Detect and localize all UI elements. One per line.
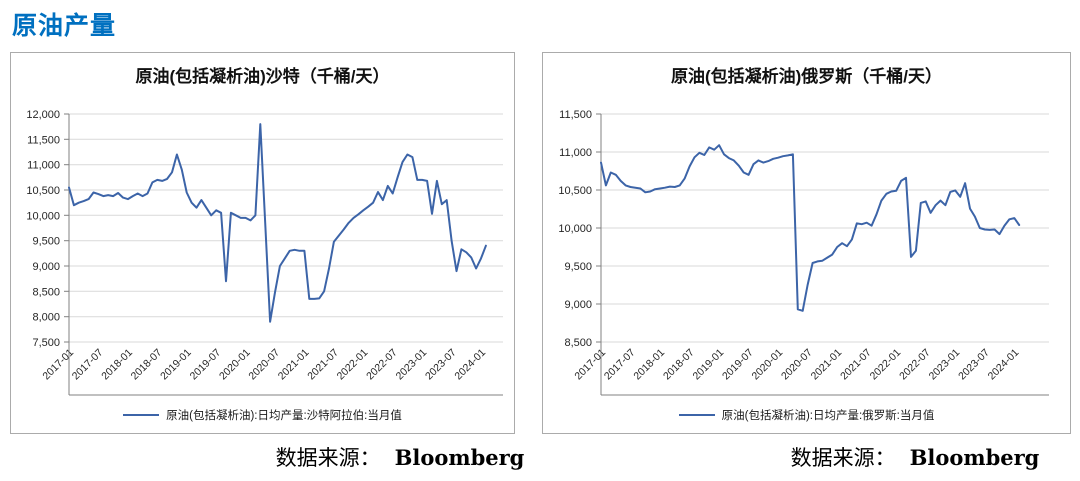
svg-text:9,000: 9,000 xyxy=(564,299,592,311)
line-chart-saudi: 12,000 11,500 11,000 10,500 10,000 9,500 9,000… xyxy=(26,109,503,396)
legend-line-marker xyxy=(678,414,715,416)
svg-text:11,000: 11,000 xyxy=(559,147,592,159)
svg-text:2019-07: 2019-07 xyxy=(188,347,224,383)
svg-text:2020-01: 2020-01 xyxy=(217,347,253,383)
svg-text:2020-07: 2020-07 xyxy=(246,347,282,383)
svg-text:11,500: 11,500 xyxy=(27,134,60,146)
svg-text:2017-01: 2017-01 xyxy=(572,347,608,383)
svg-text:2024-01: 2024-01 xyxy=(452,347,488,383)
svg-text:10,500: 10,500 xyxy=(26,185,60,197)
svg-text:2022-07: 2022-07 xyxy=(364,347,400,383)
source-name: Bloomberg xyxy=(909,445,1040,470)
svg-text:2020-01: 2020-01 xyxy=(749,347,785,383)
svg-text:10,000: 10,000 xyxy=(558,223,592,235)
svg-text:2017-01: 2017-01 xyxy=(40,347,76,383)
chart-title-saudi: 原油(包括凝析油)沙特（千桶/天） xyxy=(135,67,390,86)
line-chart-russia: 11,50011,00010,50010,0009,5009,0008,5002… xyxy=(558,109,1049,396)
svg-text:10,000: 10,000 xyxy=(26,210,60,222)
svg-text:11,000: 11,000 xyxy=(27,160,60,172)
svg-text:8,000: 8,000 xyxy=(32,312,60,324)
legend-line-marker xyxy=(123,414,160,416)
svg-text:11,500: 11,500 xyxy=(559,109,592,121)
legend-label: 原油(包括凝析油):日均产量:沙特阿拉伯:当月值 xyxy=(166,410,402,422)
svg-text:2022-01: 2022-01 xyxy=(335,347,371,383)
svg-text:2023-01: 2023-01 xyxy=(927,347,963,383)
svg-text:2023-07: 2023-07 xyxy=(956,347,992,383)
svg-text:2021-07: 2021-07 xyxy=(305,347,341,383)
svg-text:2017-07: 2017-07 xyxy=(602,347,638,383)
svg-text:8,500: 8,500 xyxy=(564,337,592,349)
svg-text:9,500: 9,500 xyxy=(564,261,592,273)
chart-panel-russia: 原油(包括凝析油)俄罗斯（千桶/天） 11,500 11,000 10,500 10,… xyxy=(542,52,1071,434)
legend-russia: 原油(包括凝析油):日均产量:俄罗斯:当月值 xyxy=(543,407,1070,423)
source-russia: 数据来源： Bloomberg xyxy=(762,442,1068,478)
svg-text:2018-01: 2018-01 xyxy=(99,347,135,383)
svg-text:10,500: 10,500 xyxy=(558,185,592,197)
svg-text:2018-07: 2018-07 xyxy=(129,347,165,383)
svg-text:2019-07: 2019-07 xyxy=(720,347,756,383)
svg-text:12,000: 12,000 xyxy=(26,109,60,121)
svg-text:2023-07: 2023-07 xyxy=(423,347,459,383)
legend-saudi: 原油(包括凝析油):日均产量:沙特阿拉伯:当月值 xyxy=(11,407,514,423)
source-label: 数据来源： xyxy=(275,446,381,470)
svg-text:8,500: 8,500 xyxy=(32,286,60,298)
svg-text:2024-01: 2024-01 xyxy=(986,347,1022,383)
legend-label: 原油(包括凝析油):日均产量:俄罗斯:当月值 xyxy=(721,410,935,422)
source-saudi: 数据来源： Bloomberg xyxy=(232,442,568,478)
source-name: Bloomberg xyxy=(394,445,525,470)
source-label: 数据来源： xyxy=(790,446,896,470)
svg-text:2018-07: 2018-07 xyxy=(661,347,697,383)
svg-text:2022-07: 2022-07 xyxy=(897,347,933,383)
svg-text:2022-01: 2022-01 xyxy=(868,347,904,383)
svg-text:2019-01: 2019-01 xyxy=(158,347,194,383)
chart-panel-saudi: 原油(包括凝析油)沙特（千桶/天） 12,000 11,500 11,000 10,5… xyxy=(10,52,515,434)
svg-text:2017-07: 2017-07 xyxy=(70,347,106,383)
chart-title-russia: 原油(包括凝析油)俄罗斯（千桶/天） xyxy=(670,67,943,86)
svg-text:2020-07: 2020-07 xyxy=(779,347,815,383)
svg-text:2023-01: 2023-01 xyxy=(394,347,430,383)
page-title: 原油产量 xyxy=(12,12,117,40)
svg-text:2021-01: 2021-01 xyxy=(276,347,312,383)
svg-text:2019-01: 2019-01 xyxy=(690,347,726,383)
svg-text:2018-01: 2018-01 xyxy=(631,347,667,383)
svg-text:2021-01: 2021-01 xyxy=(809,347,845,383)
svg-text:7,500: 7,500 xyxy=(32,337,60,349)
svg-text:9,000: 9,000 xyxy=(32,261,60,273)
svg-text:2021-07: 2021-07 xyxy=(838,347,874,383)
svg-text:9,500: 9,500 xyxy=(32,236,60,248)
